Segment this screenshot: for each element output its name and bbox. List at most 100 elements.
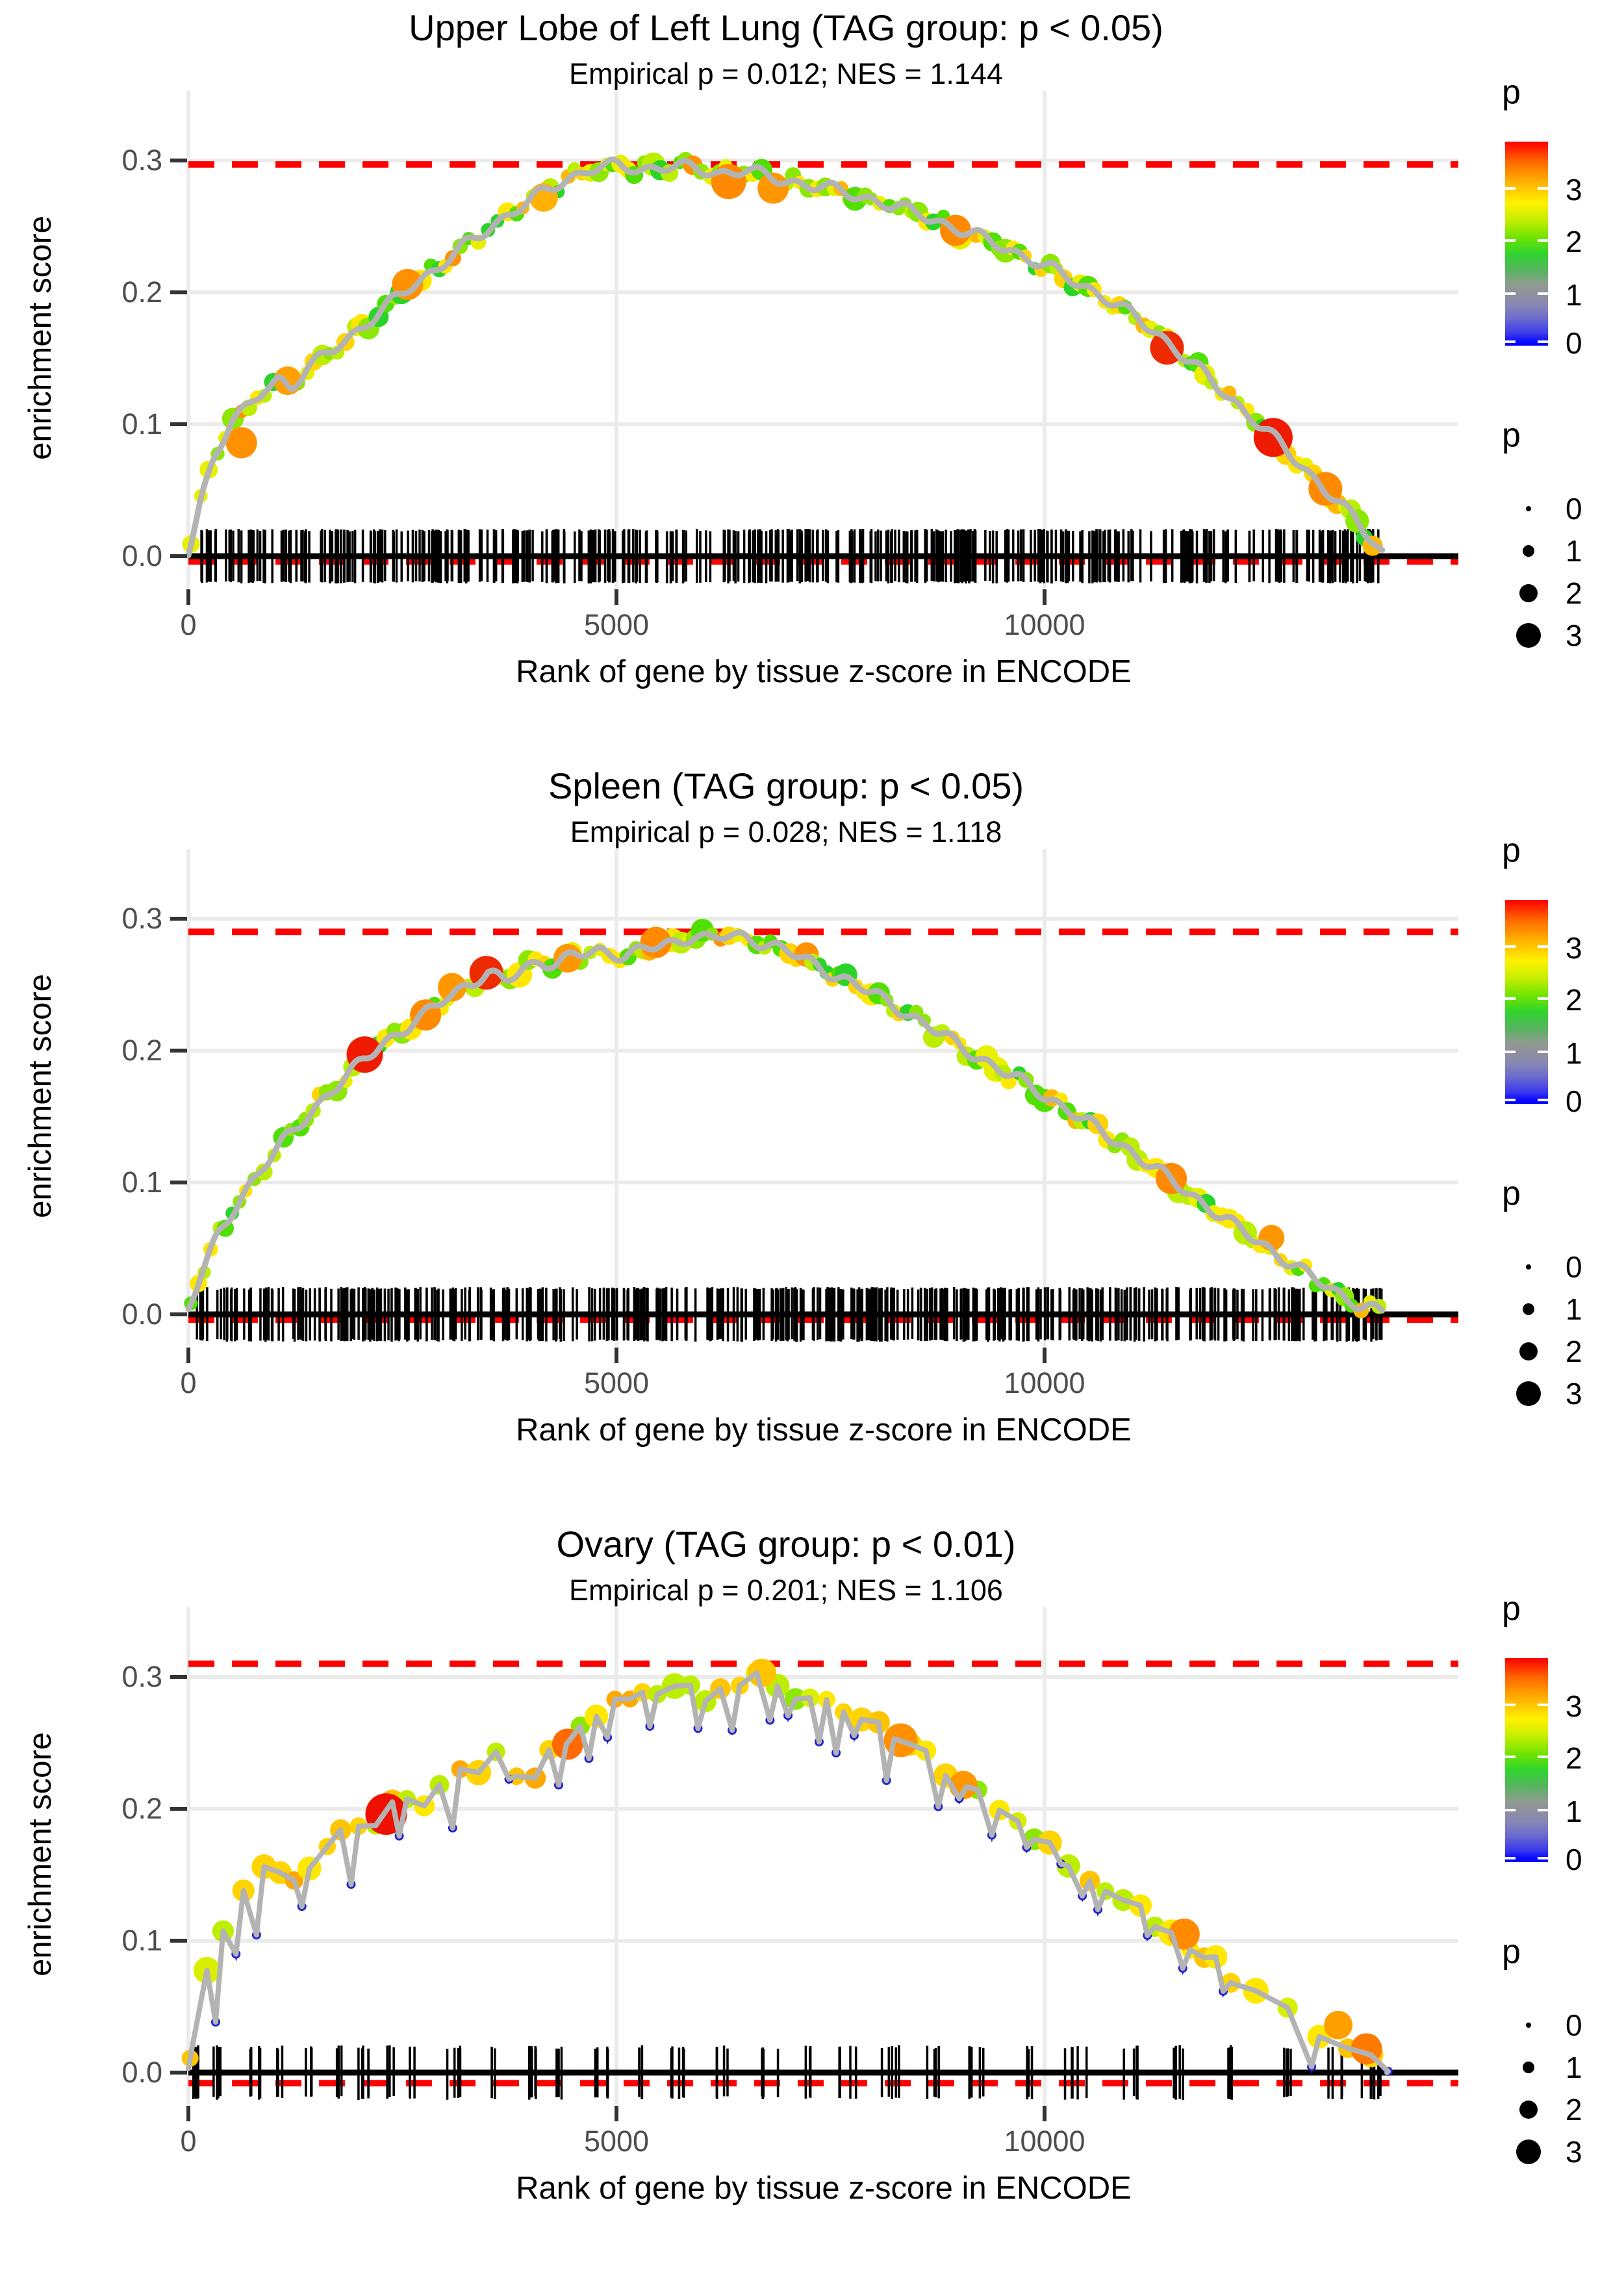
y-tick-label: 0.0: [121, 1297, 162, 1331]
colorbar-tick: [1505, 292, 1516, 295]
panel-title: Spleen (TAG group: p < 0.05): [548, 765, 1024, 806]
size-legend-label: 3: [1566, 1377, 1582, 1411]
colorbar-label: 3: [1566, 1689, 1582, 1723]
panel-title: Ovary (TAG group: p < 0.01): [556, 1524, 1016, 1565]
colorbar-tick: [1505, 997, 1516, 1000]
colorbar-tick: [1505, 340, 1516, 343]
colorbar-tick: [1538, 1704, 1548, 1706]
colorbar-tick: [1538, 1051, 1548, 1053]
size-legend-title: p: [1502, 1933, 1521, 1971]
size-legend-label: 3: [1566, 2135, 1582, 2169]
colorbar-tick: [1538, 1756, 1548, 1758]
colorbar-label: 3: [1566, 173, 1582, 207]
colorbar-tick: [1505, 239, 1516, 242]
y-tick-label: 0.3: [121, 1660, 162, 1693]
panel-upper-lobe-left-lung: Upper Lobe of Left Lung (TAG group: p < …: [0, 0, 1624, 758]
x-tick-label: 10000: [1004, 2125, 1085, 2158]
colorbar-tick: [1505, 1099, 1516, 1101]
x-tick-label: 5000: [583, 608, 650, 641]
color-legend-title: p: [1502, 73, 1521, 111]
colorbar-tick: [1505, 1704, 1516, 1706]
color-legend-gradient-bar: [1505, 142, 1548, 346]
enrichment-plot: [170, 1607, 1458, 2121]
color-legend-gradient-bar: [1505, 1658, 1548, 1862]
colorbar-label: 2: [1566, 1741, 1582, 1775]
panel-subtitle: Empirical p = 0.201; NES = 1.106: [569, 1574, 1003, 1607]
colorbar-tick: [1538, 997, 1548, 1000]
panel-subtitle: Empirical p = 0.028; NES = 1.118: [570, 815, 1002, 849]
x-tick-label: 0: [180, 1366, 197, 1399]
size-legend-label: 2: [1566, 576, 1582, 610]
y-tick-label: 0.1: [121, 407, 162, 441]
colorbar-tick: [1538, 292, 1548, 295]
x-tick-label: 5000: [583, 2125, 650, 2158]
color-legend-gradient-bar: [1505, 900, 1548, 1104]
y-tick-label: 0.1: [121, 1166, 162, 1199]
x-tick-label: 0: [180, 2125, 197, 2158]
legend: p 3 2 1 0 p 0 1 2 3: [1488, 1516, 1624, 2231]
panel-ovary: Ovary (TAG group: p < 0.01) Empirical p …: [0, 1516, 1624, 2274]
colorbar-tick: [1538, 187, 1548, 190]
size-legend-title: p: [1502, 416, 1521, 454]
colorbar-label: 0: [1566, 326, 1582, 360]
size-legend-label: 2: [1566, 2093, 1582, 2127]
colorbar-tick: [1505, 1051, 1516, 1053]
size-legend-dot: [1526, 506, 1531, 511]
size-legend-dot: [1523, 545, 1534, 557]
colorbar-tick: [1538, 1857, 1548, 1859]
enrichment-plot: [170, 849, 1458, 1363]
size-legend-dot: [1516, 623, 1541, 648]
y-tick-label: 0.3: [121, 902, 162, 935]
size-legend-title: p: [1502, 1175, 1521, 1212]
size-legend-dot: [1519, 2101, 1538, 2119]
x-tick-label: 10000: [1004, 1366, 1085, 1399]
x-axis-label: Rank of gene by tissue z-score in ENCODE: [516, 1412, 1132, 1448]
size-legend-label: 1: [1566, 534, 1582, 568]
size-legend-label: 3: [1566, 619, 1582, 652]
size-legend-label: 1: [1566, 2050, 1582, 2084]
size-legend-dot: [1523, 2062, 1534, 2073]
colorbar-label: 2: [1566, 983, 1582, 1017]
colorbar-tick: [1505, 1756, 1516, 1758]
colorbar-label: 1: [1566, 278, 1582, 312]
y-tick-label: 0.0: [121, 539, 162, 572]
y-tick-label: 0.2: [121, 1034, 162, 1067]
x-tick-label: 10000: [1004, 608, 1085, 641]
x-axis-label: Rank of gene by tissue z-score in ENCODE: [516, 2171, 1132, 2206]
colorbar-tick: [1538, 945, 1548, 948]
x-tick-label: 0: [180, 608, 197, 641]
legend: p 3 2 1 0 p 0 1 2 3: [1488, 0, 1624, 715]
colorbar-tick: [1538, 340, 1548, 343]
y-tick-label: 0.3: [121, 144, 162, 177]
y-tick-label: 0.2: [121, 275, 162, 309]
colorbar-tick: [1538, 239, 1548, 242]
size-legend-label: 2: [1566, 1335, 1582, 1368]
size-legend-dot: [1516, 1381, 1541, 1406]
panel-spleen: Spleen (TAG group: p < 0.05) Empirical p…: [0, 758, 1624, 1516]
panel-title: Upper Lobe of Left Lung (TAG group: p < …: [409, 7, 1163, 48]
colorbar-label: 1: [1566, 1795, 1582, 1828]
colorbar-label: 1: [1566, 1036, 1582, 1070]
colorbar-tick: [1505, 187, 1516, 190]
size-legend-dot: [1526, 2023, 1531, 2028]
x-axis-label: Rank of gene by tissue z-score in ENCODE: [516, 654, 1132, 689]
size-legend-label: 0: [1566, 2008, 1582, 2042]
size-legend-dot: [1526, 1264, 1531, 1270]
color-legend-title: p: [1502, 1590, 1521, 1628]
size-legend-dot: [1519, 1342, 1538, 1361]
colorbar-tick: [1505, 1857, 1516, 1859]
size-legend-dot: [1523, 1303, 1534, 1315]
colorbar-tick: [1538, 1099, 1548, 1101]
panel-subtitle: Empirical p = 0.012; NES = 1.144: [569, 57, 1003, 90]
colorbar-label: 0: [1566, 1843, 1582, 1876]
size-legend-label: 1: [1566, 1292, 1582, 1326]
y-tick-label: 0.0: [121, 2056, 162, 2089]
colorbar-label: 0: [1566, 1084, 1582, 1118]
colorbar-tick: [1505, 945, 1516, 948]
size-legend-label: 0: [1566, 492, 1582, 526]
color-legend-title: p: [1502, 832, 1521, 869]
colorbar-tick: [1505, 1809, 1516, 1811]
size-legend-dot: [1516, 2140, 1541, 2164]
legend: p 3 2 1 0 p 0 1 2 3: [1488, 758, 1624, 1473]
colorbar-tick: [1538, 1809, 1548, 1811]
